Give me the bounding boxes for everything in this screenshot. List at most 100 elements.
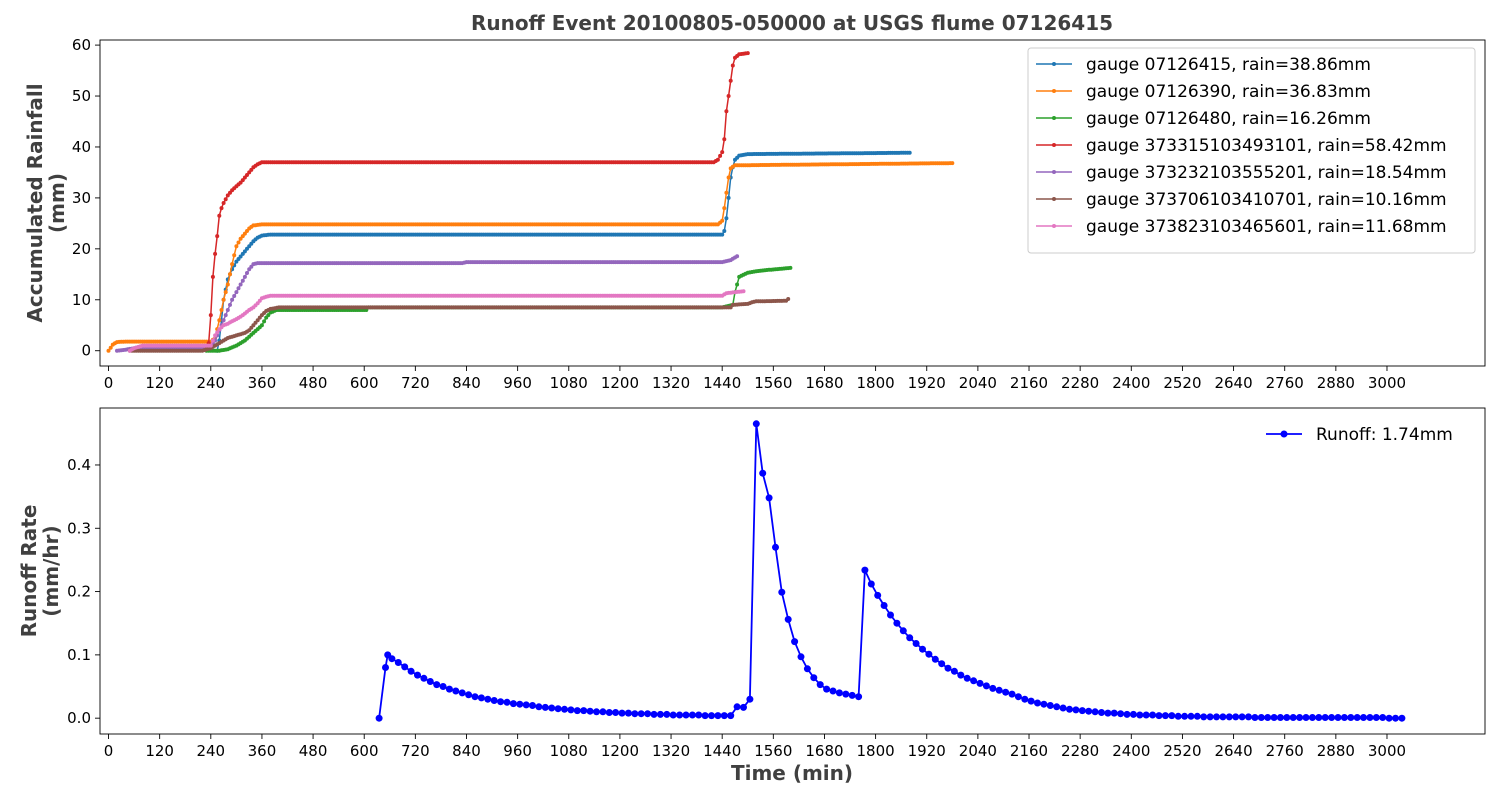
data-point — [509, 700, 517, 708]
data-point — [718, 153, 723, 158]
data-point — [215, 330, 220, 335]
data-point — [1078, 707, 1086, 715]
data-point — [1315, 714, 1323, 721]
plot-area — [106, 51, 955, 353]
data-point — [861, 566, 869, 574]
data-point — [733, 703, 741, 711]
data-point — [1353, 714, 1361, 721]
x-tick-label: 1440 — [703, 742, 741, 760]
legend-entry: gauge 07126480, rain=16.26mm — [1086, 109, 1371, 129]
data-point — [213, 333, 218, 338]
x-tick-label: 2640 — [1214, 742, 1252, 760]
data-point — [724, 190, 729, 195]
plot-area — [375, 420, 1406, 722]
series-line — [378, 423, 1402, 720]
data-point — [213, 251, 218, 256]
data-point — [724, 109, 729, 114]
legend-swatch-marker — [1052, 224, 1056, 228]
data-point — [682, 711, 690, 719]
data-point — [1206, 713, 1214, 721]
data-point — [1161, 712, 1169, 720]
legend-frame — [1027, 47, 1476, 254]
data-point — [1296, 714, 1304, 721]
x-tick-label: 600 — [350, 374, 379, 392]
data-point — [208, 343, 213, 348]
data-point — [1181, 712, 1189, 720]
data-point — [221, 201, 226, 205]
data-point — [720, 150, 725, 155]
data-point — [714, 712, 722, 720]
data-point — [823, 685, 831, 693]
data-point — [1104, 709, 1112, 717]
data-point — [931, 655, 939, 663]
data-point — [778, 588, 786, 596]
data-point — [669, 711, 677, 719]
data-point — [1168, 712, 1176, 720]
data-point — [1302, 714, 1310, 721]
data-point — [735, 254, 740, 259]
data-point — [407, 667, 415, 675]
data-point — [1142, 711, 1150, 719]
x-tick-label: 2880 — [1317, 374, 1355, 392]
x-tick-label: 2040 — [959, 374, 997, 392]
data-point — [656, 710, 664, 718]
data-point — [445, 685, 453, 693]
data-point — [223, 197, 228, 202]
data-point — [1002, 688, 1010, 696]
data-point — [726, 175, 731, 180]
data-point — [266, 313, 271, 318]
x-tick-label: 0 — [104, 742, 114, 760]
data-point — [230, 297, 235, 302]
y-tick-label: 0.2 — [67, 583, 91, 601]
data-point — [720, 712, 728, 720]
data-point — [1328, 714, 1336, 721]
chart-title: Runoff Event 20100805-050000 at USGS flu… — [471, 11, 1113, 35]
data-point — [599, 708, 607, 716]
y-axis-label: Accumulated Rainfall(mm) — [23, 83, 69, 322]
data-point — [1366, 714, 1374, 721]
data-point — [458, 689, 466, 697]
x-tick-label: 240 — [196, 374, 225, 392]
data-point — [217, 318, 222, 323]
y-tick-label: 0.0 — [67, 709, 91, 727]
data-point — [720, 218, 725, 223]
x-tick-label: 840 — [452, 742, 481, 760]
x-tick-label: 600 — [350, 742, 379, 760]
data-point — [232, 253, 237, 258]
x-tick-label: 2400 — [1112, 742, 1150, 760]
x-tick-label: 1320 — [652, 742, 690, 760]
data-point — [259, 323, 264, 328]
data-point — [784, 615, 792, 623]
plot-frame — [99, 39, 1486, 367]
data-point — [906, 634, 914, 642]
data-point — [1289, 714, 1297, 721]
data-point — [221, 297, 226, 302]
data-point — [548, 704, 556, 712]
legend-swatch-marker — [1052, 170, 1056, 174]
data-point — [1040, 700, 1048, 708]
series-line — [207, 52, 748, 344]
data-point — [236, 286, 241, 291]
data-point — [989, 684, 997, 692]
x-tick-label: 2520 — [1163, 742, 1201, 760]
data-point — [497, 698, 505, 706]
data-point — [262, 319, 267, 324]
data-point — [1129, 710, 1137, 718]
x-tick-label: 2400 — [1112, 374, 1150, 392]
data-point — [580, 707, 588, 715]
data-point — [232, 294, 237, 298]
data-point — [208, 313, 213, 318]
data-point — [745, 51, 750, 56]
data-point — [1238, 713, 1246, 721]
data-point — [688, 711, 696, 719]
data-point — [722, 206, 727, 211]
data-point — [234, 290, 239, 295]
x-tick-label: 720 — [401, 742, 430, 760]
data-point — [970, 677, 978, 685]
data-point — [1219, 713, 1227, 721]
data-point — [950, 667, 958, 675]
data-point — [375, 714, 383, 722]
data-point — [695, 711, 703, 719]
data-point — [708, 712, 715, 720]
